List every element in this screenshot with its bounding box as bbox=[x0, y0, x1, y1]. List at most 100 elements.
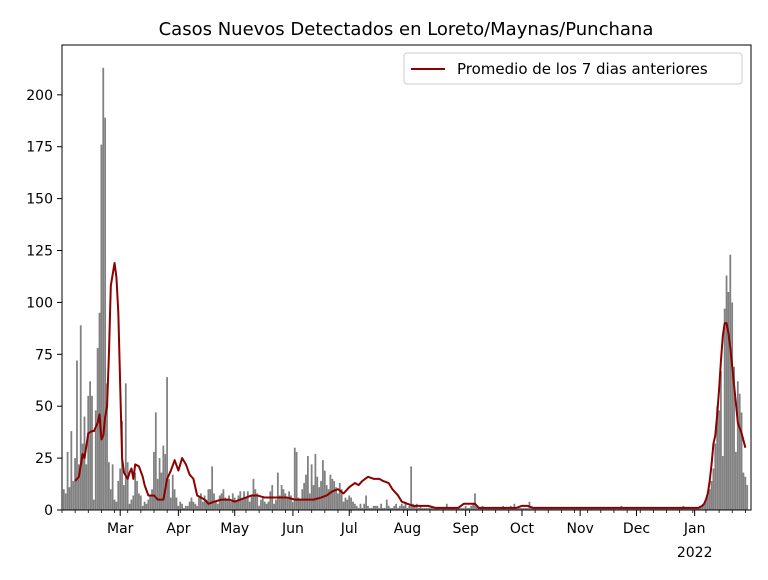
bar bbox=[106, 383, 108, 510]
bar bbox=[171, 474, 174, 510]
y-tick-label: 125 bbox=[26, 244, 53, 260]
bar bbox=[340, 489, 343, 510]
bar bbox=[216, 503, 219, 510]
bar bbox=[177, 505, 180, 510]
bar bbox=[70, 431, 73, 510]
bar bbox=[169, 497, 172, 510]
bar bbox=[430, 505, 433, 510]
bar bbox=[723, 308, 726, 510]
bar bbox=[688, 507, 690, 510]
bar bbox=[434, 507, 437, 510]
bar bbox=[594, 507, 597, 510]
bar bbox=[250, 495, 253, 510]
bar bbox=[284, 493, 287, 510]
bars-layer bbox=[62, 67, 749, 511]
bar bbox=[440, 507, 443, 510]
x-tick-label: Jan bbox=[683, 521, 706, 537]
bar bbox=[415, 503, 418, 510]
bar bbox=[308, 493, 311, 510]
bar bbox=[517, 507, 520, 510]
bar bbox=[727, 292, 730, 510]
bar bbox=[590, 507, 593, 510]
bar bbox=[676, 507, 679, 510]
bar bbox=[363, 503, 366, 510]
bar bbox=[156, 478, 159, 510]
bar bbox=[455, 507, 458, 510]
bar bbox=[663, 507, 666, 510]
bar bbox=[66, 451, 69, 511]
bar bbox=[263, 501, 266, 510]
x-tick-label: Nov bbox=[566, 521, 593, 537]
bar bbox=[554, 507, 557, 510]
bar bbox=[474, 493, 476, 510]
bar bbox=[569, 507, 572, 510]
bar bbox=[100, 144, 103, 510]
bar bbox=[556, 507, 559, 510]
y-tick-label: 25 bbox=[35, 451, 53, 467]
bar bbox=[173, 489, 176, 510]
bar bbox=[353, 503, 356, 510]
bar bbox=[376, 505, 379, 510]
bar bbox=[498, 507, 501, 510]
bar bbox=[588, 507, 591, 510]
bar bbox=[194, 503, 197, 510]
y-tick-label: 200 bbox=[26, 88, 53, 104]
bar bbox=[402, 505, 405, 510]
bar bbox=[457, 507, 459, 510]
bar bbox=[547, 507, 550, 510]
bar bbox=[628, 507, 630, 510]
bar bbox=[558, 507, 561, 510]
bar bbox=[151, 489, 153, 510]
bar bbox=[87, 395, 90, 510]
bar bbox=[226, 499, 229, 510]
bar bbox=[521, 507, 523, 510]
bar bbox=[710, 480, 713, 510]
bar bbox=[310, 464, 313, 510]
bar bbox=[705, 499, 707, 510]
bar bbox=[477, 507, 480, 510]
bar bbox=[693, 507, 696, 510]
bar bbox=[536, 507, 538, 510]
bar bbox=[408, 505, 411, 510]
bar bbox=[305, 474, 307, 510]
bar bbox=[224, 497, 227, 510]
bar bbox=[348, 495, 351, 510]
bar bbox=[601, 507, 604, 510]
bar bbox=[389, 507, 392, 510]
bar bbox=[404, 501, 407, 510]
bar bbox=[534, 507, 536, 510]
bar bbox=[584, 507, 587, 510]
bar bbox=[537, 507, 540, 510]
bar bbox=[138, 493, 140, 510]
bar bbox=[631, 507, 634, 510]
x-tick-label: May bbox=[220, 521, 249, 537]
bar bbox=[661, 507, 664, 510]
bar bbox=[686, 507, 689, 510]
bar bbox=[168, 478, 170, 510]
bar bbox=[492, 507, 495, 510]
bar bbox=[297, 497, 300, 510]
y-tick-label: 175 bbox=[26, 140, 53, 156]
bar bbox=[665, 507, 668, 510]
bar bbox=[511, 507, 514, 510]
bar bbox=[248, 501, 251, 510]
bar bbox=[648, 507, 651, 510]
x-tick-label: Aug bbox=[394, 521, 421, 537]
bar bbox=[215, 501, 217, 510]
bar bbox=[519, 507, 521, 510]
bar bbox=[192, 501, 195, 510]
bar bbox=[126, 462, 129, 510]
bar bbox=[513, 503, 516, 510]
bar bbox=[260, 499, 262, 510]
bar bbox=[731, 302, 734, 510]
bar bbox=[256, 493, 259, 510]
bar bbox=[245, 497, 247, 510]
bar bbox=[712, 468, 715, 510]
bar bbox=[674, 507, 677, 510]
bar bbox=[143, 501, 146, 510]
bar bbox=[333, 480, 336, 510]
bar bbox=[659, 507, 662, 510]
bar bbox=[524, 507, 527, 510]
bar bbox=[592, 507, 595, 510]
